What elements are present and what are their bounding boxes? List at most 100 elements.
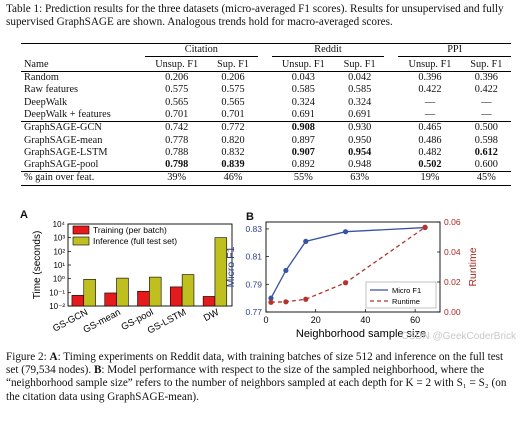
data-point-runtime bbox=[283, 299, 289, 305]
col-header: Sup. F1 bbox=[208, 58, 258, 73]
table-cell: 0.772 bbox=[208, 121, 258, 135]
table-cell: 0.486 bbox=[418, 134, 442, 146]
left-tick-label: 0.77 bbox=[245, 307, 262, 317]
gain-cell: 63% bbox=[335, 171, 385, 186]
col-header: Sup. F1 bbox=[335, 58, 385, 73]
table-cell: 0.701 bbox=[221, 108, 245, 120]
results-table: Citation Reddit PPI Name Unsup. F1 Sup. … bbox=[21, 42, 511, 186]
x-tick-label: 40 bbox=[360, 315, 370, 325]
row-label: Raw features bbox=[24, 84, 79, 96]
plot-frame bbox=[265, 221, 441, 313]
data-point-runtime bbox=[422, 224, 428, 230]
table-cell: 0.324 bbox=[348, 96, 372, 108]
table-cell: 0.908 bbox=[271, 121, 336, 135]
caption-text: Figure 2: bbox=[6, 351, 50, 363]
table-group-header-row: Citation Reddit PPI bbox=[21, 42, 511, 57]
table-cell: 0.950 bbox=[348, 134, 372, 146]
table-cell: 0.612 bbox=[474, 146, 498, 158]
figure-caption: Figure 2: A: Timing experiments on Reddi… bbox=[6, 351, 518, 404]
row-label: GraphSAGE-pool bbox=[24, 159, 99, 171]
gain-row: % gain over feat. 39% 46% 55% 63% 19% 45… bbox=[21, 171, 511, 186]
table-row: DeepWalk 0.565 0.565 0.324 0.324 — — bbox=[21, 97, 511, 109]
data-point-micro-f1 bbox=[303, 238, 309, 244]
table-cell: 0.575 bbox=[221, 84, 245, 96]
table-cell: 0.422 bbox=[418, 84, 442, 96]
panel-letter-b: B bbox=[246, 211, 254, 223]
table-cell: 0.598 bbox=[474, 134, 498, 146]
col-header: Unsup. F1 bbox=[398, 58, 462, 73]
caption-text: : Timing experiments on Reddit data, wit… bbox=[6, 351, 504, 377]
group-underline-row bbox=[21, 56, 511, 59]
table-cell: 0.482 bbox=[418, 146, 442, 158]
table-cell: 0.897 bbox=[291, 134, 315, 146]
table-cell: 0.892 bbox=[291, 159, 315, 171]
table-cell: 0.206 bbox=[221, 72, 245, 84]
y-tick-label: 10¹ bbox=[53, 261, 65, 270]
legend-label: Micro F1 bbox=[392, 286, 421, 295]
right-axis-label: Runtime bbox=[467, 247, 479, 286]
table-cell: 0.954 bbox=[348, 146, 372, 158]
data-point-runtime bbox=[342, 280, 349, 286]
group-citation: Citation bbox=[145, 42, 258, 57]
data-point-micro-f1 bbox=[342, 229, 349, 235]
row-label: GraphSAGE-GCN bbox=[21, 121, 145, 135]
table-cell: 0.820 bbox=[221, 134, 245, 146]
data-point-runtime bbox=[268, 299, 274, 305]
table-column-header-row: Name Unsup. F1 Sup. F1 Unsup. F1 Sup. F1… bbox=[21, 58, 511, 73]
table-cell: 0.396 bbox=[418, 72, 442, 84]
y-tick-label: 10⁴ bbox=[53, 220, 66, 229]
y-tick-label: 10⁰ bbox=[53, 275, 65, 284]
panel-letter-a: A bbox=[20, 209, 28, 221]
table-cell: 0.575 bbox=[165, 84, 189, 96]
table-row: GraphSAGE-LSTM 0.788 0.832 0.907 0.954 0.482 0… bbox=[21, 147, 511, 159]
left-tick-label: 0.83 bbox=[245, 224, 262, 234]
gain-label: % gain over feat. bbox=[21, 171, 145, 186]
y-tick-label: 10² bbox=[53, 247, 65, 256]
table-row: Random 0.206 0.206 0.043 0.042 0.396 0.396 bbox=[21, 72, 511, 85]
col-header: Unsup. F1 bbox=[271, 58, 336, 73]
left-tick-label: 0.81 bbox=[245, 252, 262, 262]
table-cell: 0.742 bbox=[145, 121, 209, 135]
table-cell: — bbox=[424, 108, 436, 120]
series-line-runtime bbox=[270, 226, 426, 303]
table-cell: 0.930 bbox=[335, 121, 385, 135]
table-cell: 0.502 bbox=[418, 159, 442, 171]
group-reddit: Reddit bbox=[271, 42, 385, 57]
x-axis-label: Neighborhood sample size bbox=[296, 328, 426, 340]
table-cell: 0.691 bbox=[348, 108, 372, 120]
table-cell: 0.043 bbox=[291, 72, 315, 84]
table-cell: 0.585 bbox=[291, 84, 315, 96]
bar-inference bbox=[214, 237, 228, 307]
caption-panel-ref: A bbox=[49, 351, 58, 363]
right-tick-label: 0.06 bbox=[444, 217, 461, 227]
left-axis-label: Micro F1 bbox=[225, 246, 237, 287]
graphsage-rows: GraphSAGE-GCN 0.742 0.772 0.908 0.930 0.465 0.… bbox=[21, 121, 511, 172]
bar-inference bbox=[116, 277, 129, 307]
table-cell: 0.798 bbox=[165, 159, 189, 171]
table-caption: Table 1: Prediction results for the thre… bbox=[6, 3, 504, 29]
table-cell: 0.396 bbox=[474, 72, 498, 84]
x-tick-label: 20 bbox=[311, 315, 321, 325]
row-label: Random bbox=[24, 72, 59, 84]
table-row: GraphSAGE-pool 0.798 0.839 0.892 0.948 0.502 0… bbox=[21, 159, 511, 172]
legend-label: Runtime bbox=[392, 297, 420, 306]
bar-inference bbox=[149, 276, 162, 307]
watermark: CSDN @GeekCoderBrick bbox=[401, 331, 516, 342]
legend-label: Inference (full test set) bbox=[93, 236, 177, 246]
table-row: DeepWalk + features 0.701 0.701 0.691 0.691 —… bbox=[21, 109, 511, 122]
table-cell: 0.585 bbox=[348, 84, 372, 96]
caption-text: : Model performance with respect to the … bbox=[6, 364, 507, 403]
gain-cell: 55% bbox=[271, 171, 336, 186]
group-ppi: PPI bbox=[398, 42, 511, 57]
table-cell: 0.600 bbox=[474, 159, 498, 171]
table-cell: — bbox=[481, 96, 492, 108]
y-tick-label: 10⁻² bbox=[49, 302, 65, 311]
table-cell: 0.691 bbox=[291, 108, 315, 120]
table-cell: 0.788 bbox=[165, 146, 189, 158]
legend-box bbox=[365, 281, 437, 309]
table-cell: 0.422 bbox=[474, 84, 498, 96]
x-tick-label: 0 bbox=[263, 315, 268, 325]
table-cell: 0.206 bbox=[165, 72, 189, 84]
gain-cell: 46% bbox=[208, 171, 258, 186]
